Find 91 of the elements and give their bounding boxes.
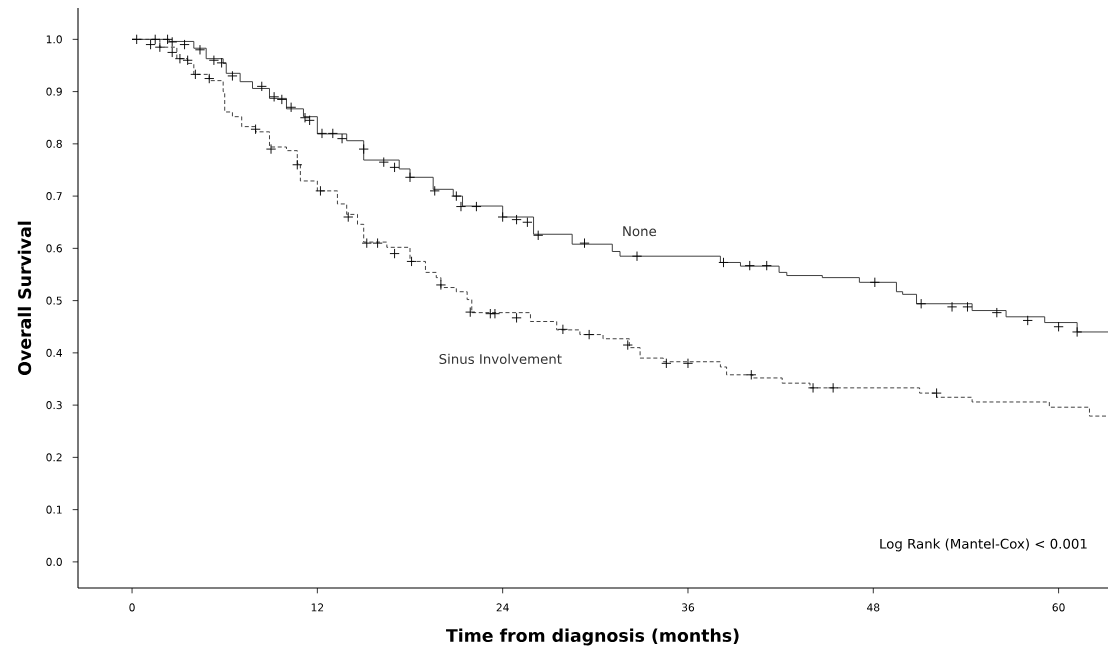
point <box>327 128 338 139</box>
point <box>204 73 215 84</box>
point <box>744 260 755 271</box>
y-tick-label: 1.0 <box>46 35 62 44</box>
point <box>1053 321 1064 332</box>
point <box>268 91 280 102</box>
y-axis-title: Overall Survival <box>17 221 32 375</box>
point <box>916 298 927 309</box>
y-tick-label: 0.6 <box>46 244 62 253</box>
point <box>299 112 311 123</box>
point <box>361 238 372 249</box>
x-tick-label: 12 <box>311 603 324 612</box>
point <box>145 39 156 50</box>
y-tick-label: 0.4 <box>46 348 63 357</box>
point <box>522 217 533 228</box>
point <box>406 256 417 267</box>
point <box>991 307 1002 318</box>
point <box>465 306 476 318</box>
point <box>265 143 277 155</box>
point <box>682 358 694 369</box>
y-tick-label: 0.2 <box>46 453 62 462</box>
point <box>190 69 201 80</box>
point <box>389 248 400 259</box>
point <box>631 251 643 262</box>
point <box>807 382 819 394</box>
point <box>661 358 672 369</box>
point <box>194 44 206 55</box>
y-tick-label: 0.8 <box>46 139 62 148</box>
point <box>343 211 354 223</box>
point <box>557 324 569 335</box>
point <box>276 94 287 105</box>
point <box>435 279 447 291</box>
point <box>451 190 462 202</box>
point <box>227 70 238 82</box>
point <box>828 382 839 394</box>
annotation: Log Rank (Mantel-Cox) < 0.001 <box>880 538 1087 552</box>
point <box>429 185 440 197</box>
point <box>372 238 383 249</box>
point <box>315 185 326 197</box>
series-label: None <box>623 226 657 237</box>
point <box>511 214 522 225</box>
point <box>746 369 757 380</box>
point <box>292 159 303 170</box>
y-tick-label: 0.0 <box>46 557 62 566</box>
series-label: Sinus Involvement <box>439 353 562 365</box>
point <box>131 34 142 45</box>
point <box>1022 315 1033 326</box>
point <box>489 308 501 319</box>
x-tick-label: 0 <box>129 603 135 612</box>
x-tick-label: 24 <box>496 603 509 612</box>
point <box>250 124 261 135</box>
point <box>579 238 590 249</box>
point <box>378 157 389 168</box>
point <box>718 257 729 268</box>
x-axis-title: Time from diagnosis (months) <box>446 628 739 646</box>
point <box>761 260 772 271</box>
point <box>497 211 508 223</box>
point <box>316 128 328 139</box>
point <box>931 387 942 399</box>
point <box>150 34 161 45</box>
point <box>455 201 467 212</box>
x-tick-label: 48 <box>867 603 880 612</box>
point <box>208 55 220 66</box>
point <box>946 301 958 313</box>
y-tick-label: 0.1 <box>46 505 62 514</box>
point <box>182 55 193 66</box>
point <box>174 53 186 64</box>
x-tick-label: 36 <box>682 603 695 612</box>
point <box>358 143 369 155</box>
point <box>584 329 595 340</box>
point <box>404 172 416 183</box>
point <box>962 301 973 313</box>
point <box>179 39 190 50</box>
point <box>869 277 880 288</box>
point <box>336 133 348 144</box>
point <box>389 162 400 173</box>
point <box>1071 326 1083 338</box>
y-tick-label: 0.7 <box>46 192 62 201</box>
point <box>154 42 165 53</box>
point <box>511 312 522 323</box>
x-tick-label: 60 <box>1052 603 1065 612</box>
y-tick-label: 0.5 <box>46 296 62 305</box>
point <box>622 339 633 351</box>
point <box>167 47 178 58</box>
y-tick-label: 0.3 <box>46 401 62 410</box>
point <box>216 57 227 68</box>
point <box>471 201 482 212</box>
point <box>533 230 544 241</box>
point <box>285 102 297 113</box>
y-tick-label: 0.9 <box>46 87 62 96</box>
point <box>256 81 267 92</box>
